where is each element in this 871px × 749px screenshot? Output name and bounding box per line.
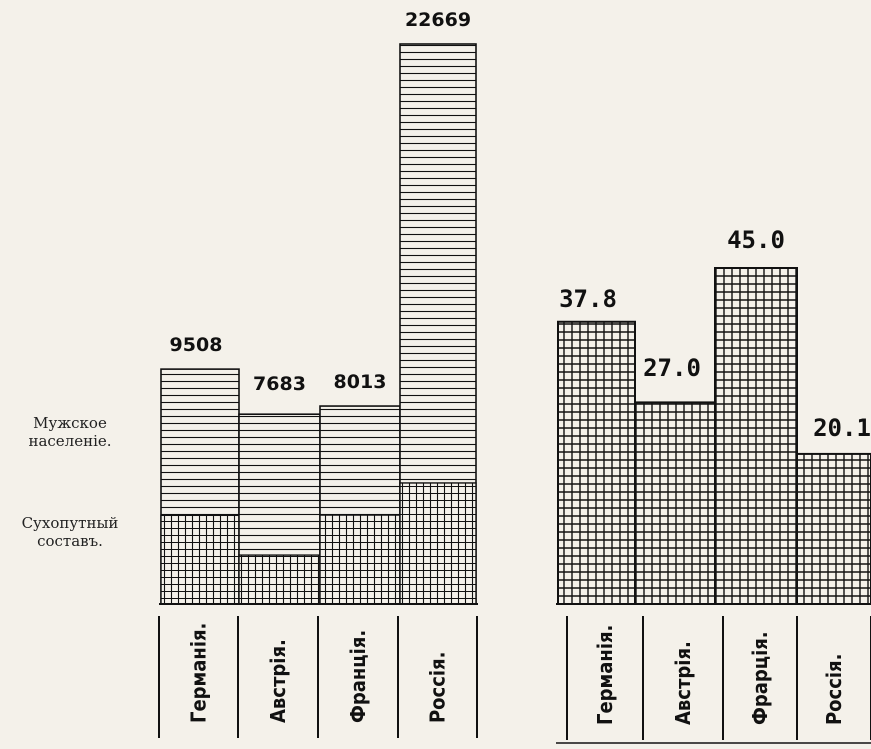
bar-percent bbox=[796, 452, 871, 606]
bar-value-label: 27.0 bbox=[643, 354, 701, 382]
bar-percent bbox=[634, 401, 716, 605]
bar-value-label: 37.8 bbox=[559, 285, 617, 313]
category-label: Германія. bbox=[593, 625, 617, 725]
category-label: Фрарція. bbox=[748, 631, 772, 725]
bar-value-label: 22669 bbox=[405, 9, 471, 31]
bar-land-forces bbox=[319, 514, 401, 605]
bar-value-label: 7683 bbox=[253, 373, 306, 395]
category-label: Германія. bbox=[187, 623, 211, 723]
bar-percent bbox=[557, 320, 636, 605]
category-label: Россія. bbox=[426, 652, 450, 723]
bar-value-label: 20.1 bbox=[813, 414, 871, 442]
bar-value-label: 9508 bbox=[170, 334, 223, 356]
bar-value-label: 45.0 bbox=[727, 226, 785, 254]
legend-land-forces: Сухопутный составъ. bbox=[21, 514, 119, 550]
bar-land-forces bbox=[399, 482, 477, 605]
category-label: Австрія. bbox=[266, 639, 290, 723]
bar-land-forces bbox=[160, 514, 240, 605]
bar-value-label: 8013 bbox=[334, 371, 387, 393]
chart-percent: 37.8 27.0 45.0 20.1 Германія. Австрія. Фрарція… bbox=[556, 226, 871, 744]
bar-percent bbox=[714, 267, 798, 605]
category-label: Россія. bbox=[822, 654, 846, 725]
chart-male-population: 9508 7683 8013 22669 Германія. Австрія. Франці… bbox=[158, 9, 478, 738]
legend-male-population: Мужское населеніе. bbox=[28, 414, 112, 450]
category-label: Франція. bbox=[346, 630, 370, 723]
bar-land-forces bbox=[238, 554, 321, 605]
category-label: Австрія. bbox=[671, 641, 695, 725]
